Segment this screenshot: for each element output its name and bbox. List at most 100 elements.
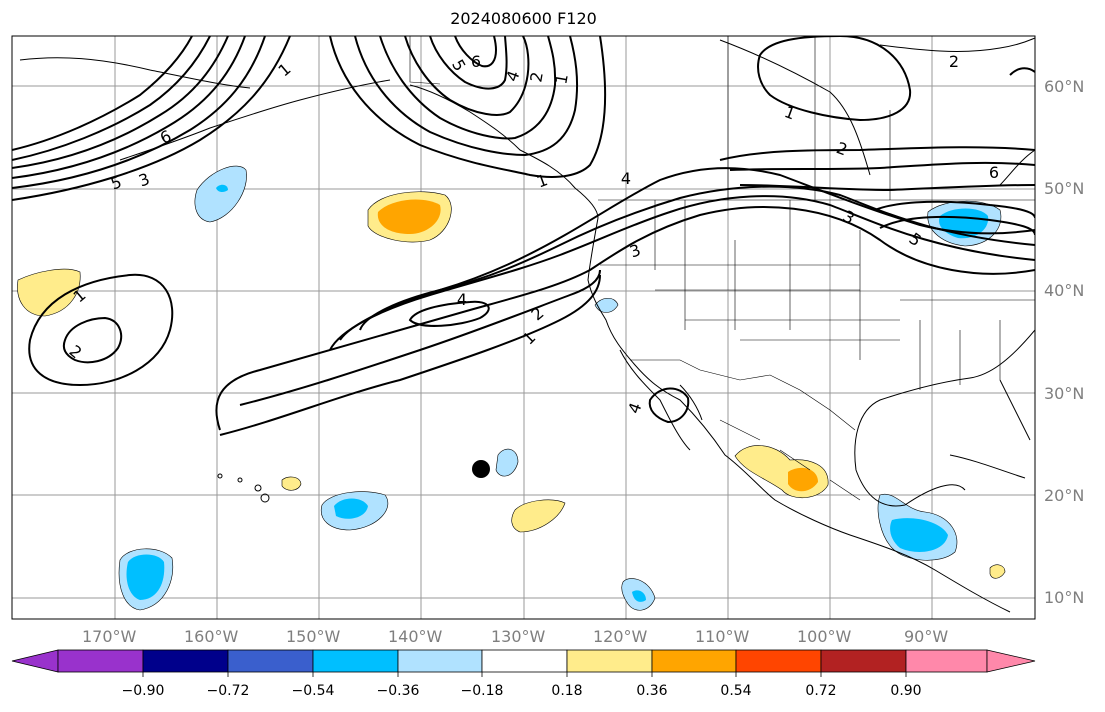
contour-pac-1 (219, 274, 601, 436)
hawaii-island-2 (237, 477, 243, 483)
contour-ak-4 (404, 36, 530, 116)
colorbar-tick-label: 0.72 (805, 683, 837, 699)
boundaries (409, 36, 1035, 501)
patch-blue-central-america-core (890, 518, 948, 552)
contour-ak-3 (379, 36, 557, 140)
contour-label: 4 (457, 290, 467, 309)
lon-label-120w: 120°W (593, 627, 648, 646)
colorbar-tick-label: 0.18 (551, 683, 583, 699)
map-title: 2024080600 F120 (450, 9, 597, 28)
lat-label-40n: 40°N (1044, 281, 1085, 300)
contour-pac-2 (239, 269, 601, 406)
contour-ne-3 (729, 161, 1035, 171)
boundary-canada-provinces (727, 36, 891, 200)
lon-label-130w: 130°W (491, 627, 546, 646)
colorbar-bin (312, 649, 399, 673)
contour-label: 3 (136, 169, 152, 190)
colorbar-extend-low (11, 649, 59, 673)
lon-label-150w: 150°W (286, 627, 341, 646)
patch-blue-baja (594, 297, 619, 313)
contour-ne-2 (719, 146, 1035, 161)
lon-label-110w: 110°W (695, 627, 750, 646)
contour-c-5 (339, 167, 1035, 341)
anomaly-fills (17, 165, 1006, 611)
colorbar-bin (651, 649, 737, 673)
lon-label-170w: 170°W (82, 627, 137, 646)
coast-hudson-bay (719, 39, 871, 176)
contour-ne-5 (874, 200, 1035, 219)
colorbar-bin (481, 649, 568, 673)
coast-cuba (949, 454, 1026, 479)
lon-label-160w: 160°W (184, 627, 239, 646)
contour-label: 1 (274, 59, 294, 80)
patch-blue-south-core (126, 554, 165, 600)
patch-yellow-south (511, 499, 566, 533)
contour-label: 3 (627, 240, 643, 261)
lat-label-50n: 50°N (1044, 179, 1085, 198)
lat-label-60n: 60°N (1044, 77, 1085, 96)
lat-label-20n: 20°N (1044, 486, 1085, 505)
coast-baja (619, 349, 691, 451)
contour-ak-6 (454, 36, 498, 68)
coast-canada-east (999, 149, 1035, 186)
contour-trop-1 (648, 387, 690, 424)
hawaii-island-1 (217, 473, 223, 479)
contour-nw-3 (12, 36, 246, 179)
hawaii-island-3 (254, 484, 262, 492)
contour-ne-4 (739, 184, 1035, 192)
lon-label-90w: 90°W (904, 627, 949, 646)
patch-orange-gulf-alaska-core (377, 199, 441, 234)
colorbar-bin (735, 649, 822, 673)
coast-baja-lower (679, 384, 703, 421)
contour-nw-4 (12, 36, 229, 169)
contour-label: 4 (502, 68, 523, 84)
map-content (12, 36, 1035, 619)
lat-label-10n: 10°N (1044, 588, 1085, 607)
contour-label: 6 (157, 126, 174, 148)
patch-blue-north-pacific-core (216, 184, 228, 193)
hawaii-island-4 (260, 493, 270, 503)
patch-blue-small-1 (495, 448, 519, 477)
colorbar-tick-label: −0.72 (206, 683, 250, 699)
colorbar-bin (566, 649, 653, 673)
contour-ak-2 (354, 36, 579, 157)
contour-c-2 (329, 195, 1035, 351)
contour-nw-2 (12, 36, 266, 189)
coast-florida (999, 379, 1031, 441)
coast-aleutians (119, 79, 391, 161)
contour-nw-1 (12, 36, 291, 201)
contour-label: 6 (989, 163, 999, 182)
boundary-mexico-states (719, 419, 861, 501)
boundary-states-3 (919, 320, 1001, 390)
contour-label: 6 (471, 52, 481, 71)
boundary-states-2 (600, 264, 1035, 341)
storm-marker (472, 460, 490, 478)
contour-label: 4 (624, 400, 645, 416)
lon-label-140w: 140°W (388, 627, 443, 646)
contour-ak-5 (429, 36, 508, 90)
colorbar-tick-label: 0.90 (890, 683, 922, 699)
map-frame (11, 35, 1036, 620)
coast-labrador (879, 37, 1035, 52)
patch-blue-hawaii-east-core (334, 498, 368, 519)
colorbar-tick-label: 0.36 (636, 683, 668, 699)
contour-w-2 (62, 316, 123, 364)
patch-yellow-tiny (281, 476, 302, 491)
contour-lines (12, 36, 1035, 436)
patch-blue-small-2-core (632, 590, 646, 602)
colorbar-tick-label: −0.36 (376, 683, 420, 699)
coast-gulf-mexico (854, 329, 1035, 507)
patch-yellow-mexico (734, 445, 829, 498)
coast-north-america-west (587, 217, 1011, 613)
colorbar-tick-label: −0.18 (460, 683, 504, 699)
contour-label: 2 (66, 341, 86, 362)
contour-label: 2 (527, 303, 547, 324)
colorbar-bin (397, 649, 483, 673)
colorbar-bin (142, 649, 229, 673)
colorbar-tick-label: 0.54 (720, 683, 752, 699)
patch-yellow-east-pac (989, 564, 1006, 579)
contour-label: 1 (534, 170, 550, 191)
contour-label: 2 (949, 52, 959, 71)
contour-label: 1 (551, 72, 571, 85)
